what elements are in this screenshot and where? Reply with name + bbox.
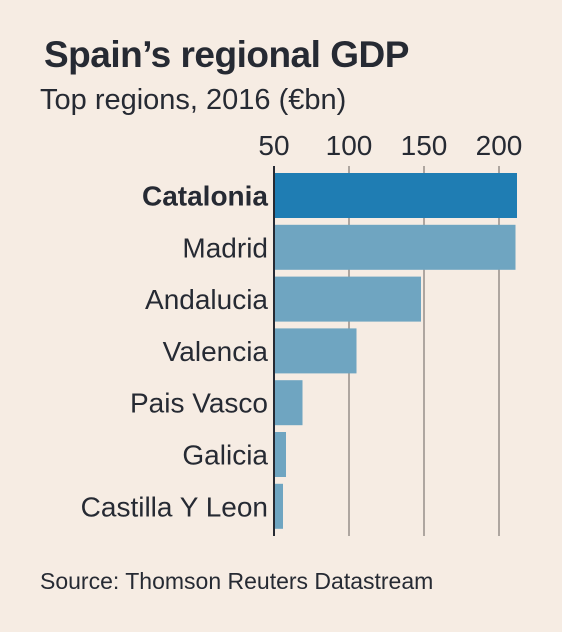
category-label: Valencia xyxy=(163,336,269,367)
x-tick-label: 150 xyxy=(401,130,448,161)
bars xyxy=(274,173,517,529)
category-label: Andalucia xyxy=(145,284,268,315)
category-label: Pais Vasco xyxy=(130,388,268,419)
x-tick-label: 50 xyxy=(258,130,289,161)
category-label: Galicia xyxy=(182,440,268,471)
x-tick-labels: 50 100 150 200 xyxy=(258,130,522,161)
bar-madrid xyxy=(274,224,516,270)
category-label: Madrid xyxy=(182,232,268,263)
source-note: Source: Thomson Reuters Datastream xyxy=(40,568,434,594)
chart-subtitle: Top regions, 2016 (€bn) xyxy=(40,84,347,116)
category-label: Castilla Y Leon xyxy=(81,491,268,522)
chart-title: Spain’s regional GDP xyxy=(44,34,409,75)
bar-castilla-y-leon xyxy=(274,483,283,529)
category-label: Catalonia xyxy=(142,181,268,212)
bar-catalonia xyxy=(274,173,517,218)
category-labels: Catalonia Madrid Andalucia Valencia Pais Vas… xyxy=(81,181,269,523)
bar-andalucia xyxy=(274,276,421,322)
gridlines xyxy=(348,166,500,536)
bar-galicia xyxy=(274,432,286,477)
x-tick-label: 200 xyxy=(476,130,523,161)
x-tick-label: 100 xyxy=(326,130,373,161)
bar-pais-vasco xyxy=(274,380,303,426)
bar-valencia xyxy=(274,328,357,374)
